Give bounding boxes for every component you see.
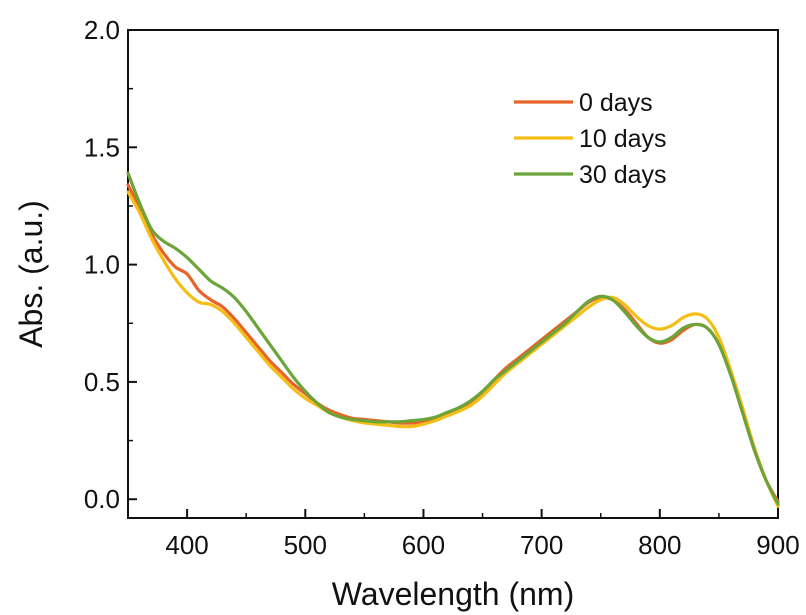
legend-label: 30 days [579,161,667,189]
y-tick-label: 2.0 [84,15,120,45]
x-tick-label: 700 [520,530,563,560]
x-axis-title: Wavelength (nm) [332,576,574,612]
series-line-10-days [126,190,780,508]
x-tick-label: 600 [402,530,445,560]
series-line-30-days [126,171,780,506]
x-tick-label: 400 [165,530,208,560]
x-tick-label: 800 [638,530,681,560]
x-tick-label: 500 [284,530,327,560]
x-tick-label: 900 [756,530,799,560]
y-tick-label: 1.0 [84,250,120,280]
y-axis-title: Abs. (a.u.) [13,200,49,348]
legend-label: 0 days [579,89,653,117]
x-tick-labels: 400 500 600 700 800 900 [165,530,799,560]
plot-frame [127,29,779,519]
legend-label: 10 days [579,125,667,153]
axis-ticks [127,29,779,518]
y-tick-label: 0.0 [84,484,120,514]
legend: 0 days 10 days 30 days [514,89,667,189]
y-tick-label: 1.5 [84,132,120,162]
y-tick-label: 0.5 [84,367,120,397]
series-lines [126,171,780,508]
y-tick-labels: 0.0 0.5 1.0 1.5 2.0 [84,15,120,514]
